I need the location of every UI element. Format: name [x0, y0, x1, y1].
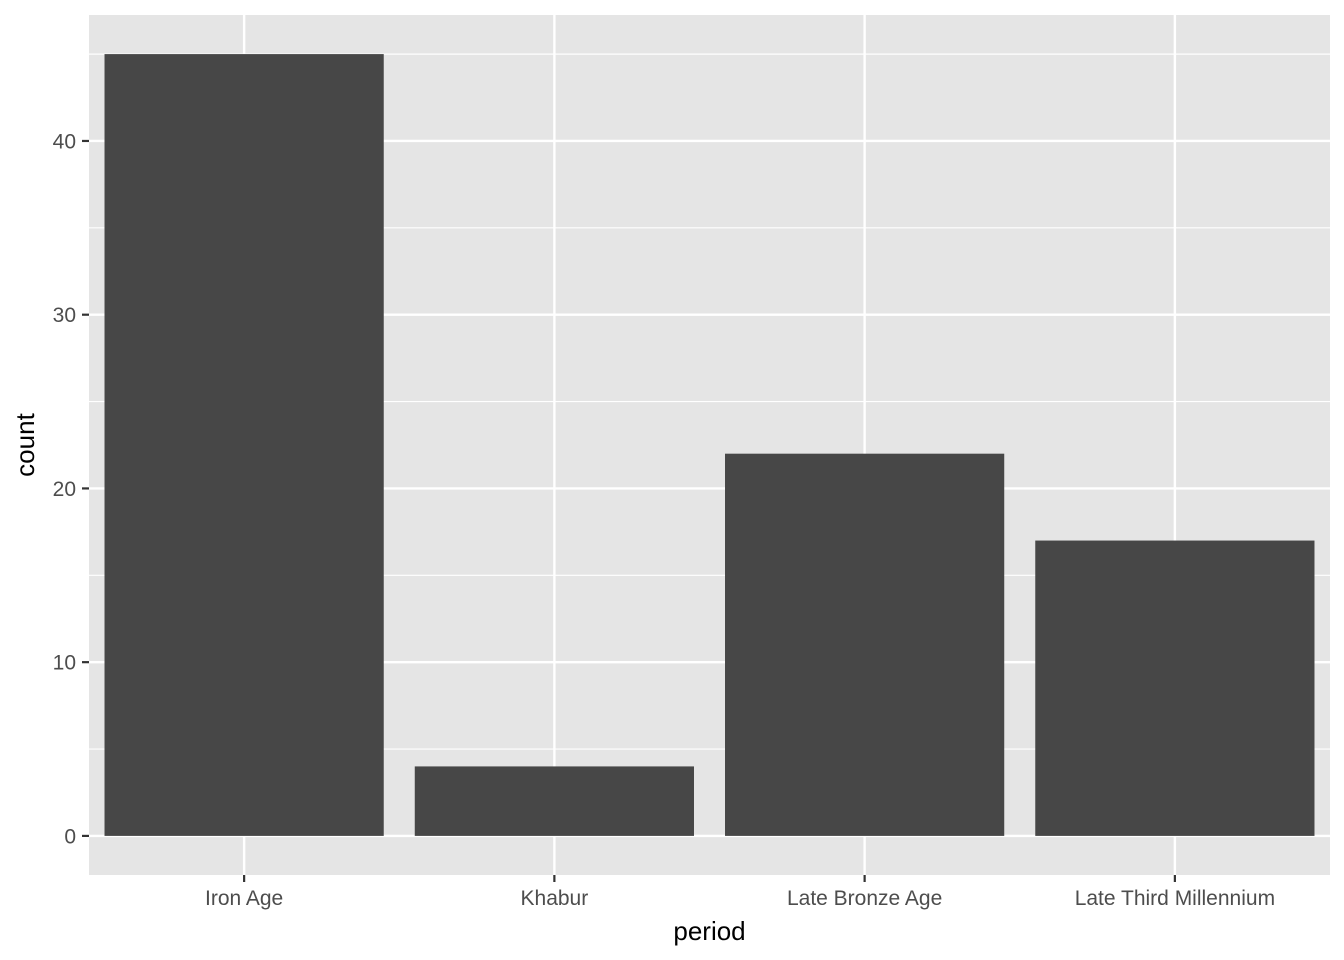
x-axis-title: period [673, 916, 745, 946]
x-tick-label: Iron Age [205, 887, 283, 910]
x-axis: Iron Age Khabur Late Bronze Age Late Third … [205, 875, 1275, 910]
y-axis-title: count [10, 412, 40, 476]
bars [104, 54, 1315, 836]
x-tick-label: Late Bronze Age [787, 887, 942, 910]
bar [725, 453, 1005, 836]
y-tick-label: 10 [53, 652, 76, 675]
y-axis: 0 10 20 30 40 [53, 130, 89, 848]
bar [1035, 540, 1315, 836]
y-tick-label: 20 [53, 478, 76, 501]
x-tick-label: Khabur [521, 887, 589, 910]
bar [414, 766, 694, 836]
y-tick-label: 30 [53, 304, 76, 327]
y-tick-label: 0 [64, 825, 76, 848]
bar [104, 54, 384, 836]
x-tick-label: Late Third Millennium [1075, 887, 1275, 910]
y-tick-label: 40 [53, 130, 76, 153]
